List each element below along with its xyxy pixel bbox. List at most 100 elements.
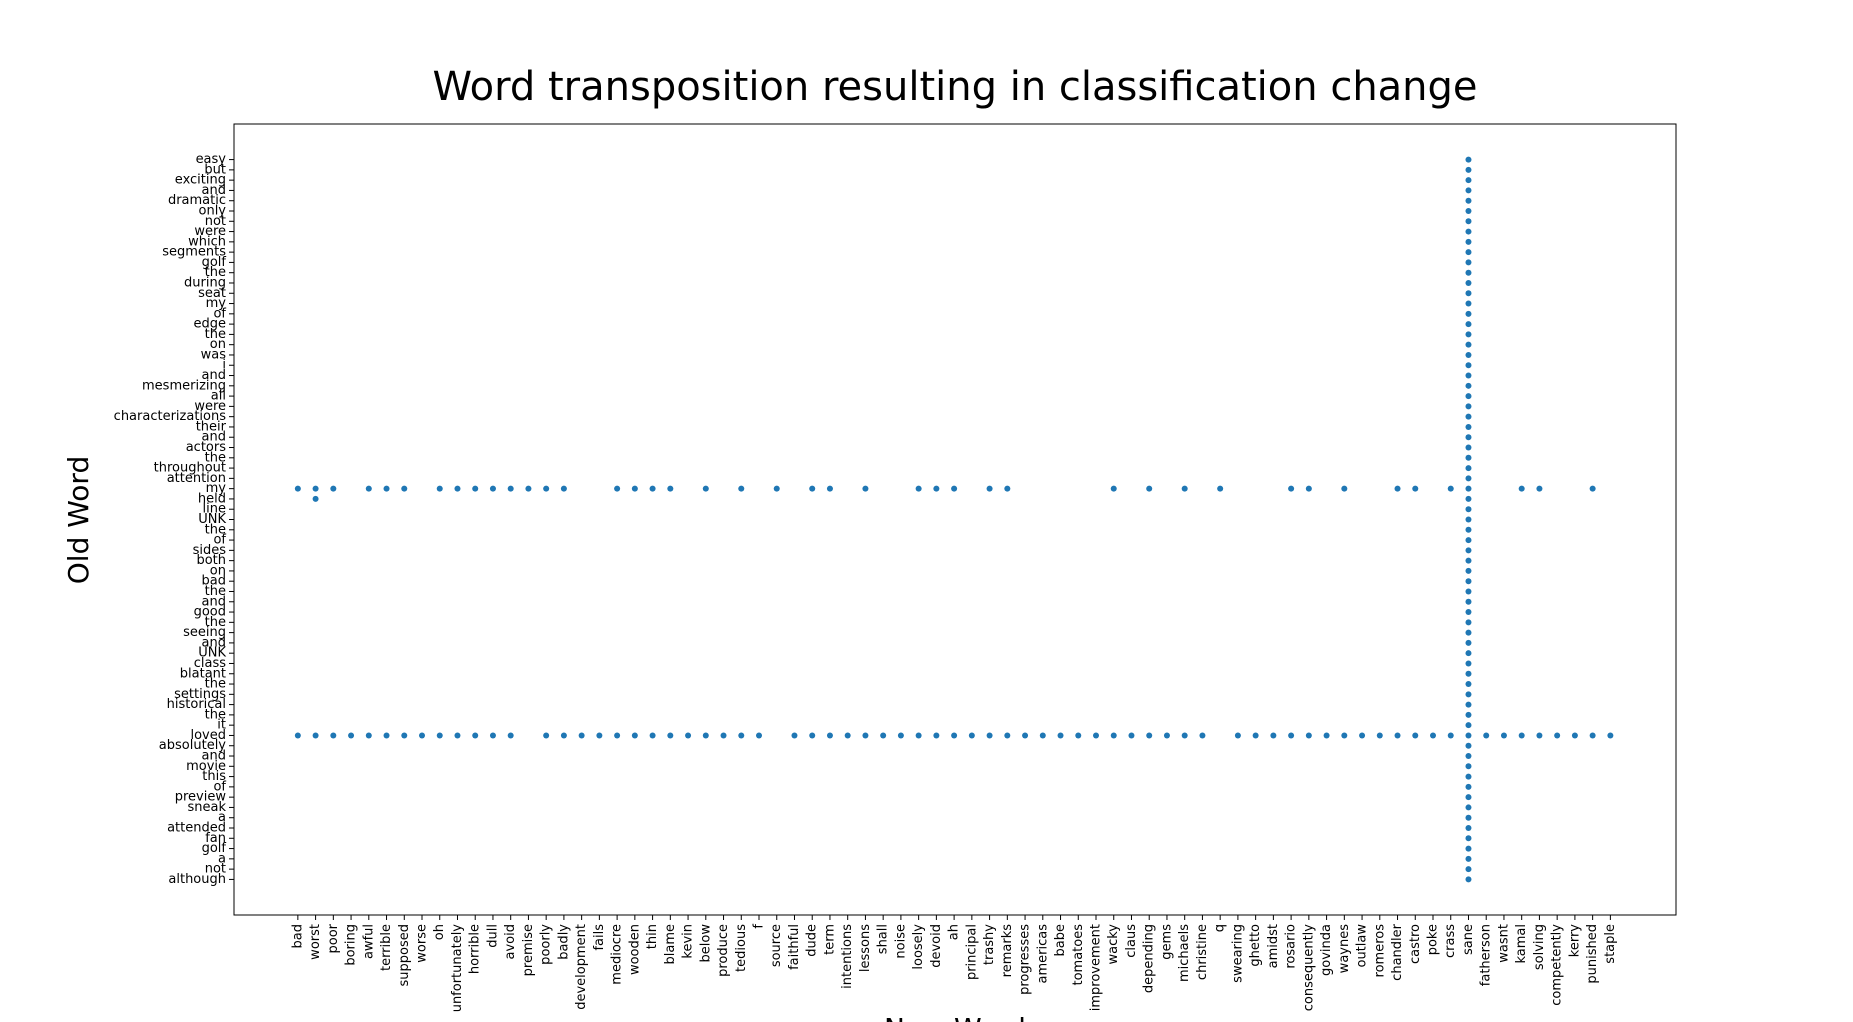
x-tick-label: americas <box>1035 924 1050 984</box>
y-tick-label: class <box>194 656 226 671</box>
point <box>1465 372 1472 379</box>
point <box>614 732 621 739</box>
point <box>1430 732 1437 739</box>
y-tick-label: throughout <box>154 461 226 476</box>
point <box>294 485 301 492</box>
y-tick-label: this <box>202 769 226 784</box>
point <box>1004 732 1011 739</box>
point <box>401 732 408 739</box>
point <box>1465 321 1472 328</box>
x-tick-label: romeros <box>1372 924 1387 978</box>
point <box>1465 290 1472 297</box>
point <box>1465 835 1472 842</box>
x-tick-label: punished <box>1585 924 1600 984</box>
point <box>1412 485 1419 492</box>
x-tick-label: shall <box>876 924 891 954</box>
point <box>1305 732 1312 739</box>
x-tick-label: premise <box>521 924 536 976</box>
point <box>383 732 390 739</box>
point <box>348 732 355 739</box>
point <box>1323 732 1330 739</box>
point <box>1465 434 1472 441</box>
x-tick-label: mediocre <box>610 924 625 985</box>
point <box>1465 444 1472 451</box>
point <box>419 732 426 739</box>
point <box>1181 732 1188 739</box>
y-tick-label: of <box>213 779 226 794</box>
point <box>1465 187 1472 194</box>
point <box>1181 485 1188 492</box>
y-tick-label: although <box>168 872 226 887</box>
point <box>968 732 975 739</box>
point <box>1465 660 1472 667</box>
point <box>1465 331 1472 338</box>
point <box>454 485 461 492</box>
x-tick-label: swearing <box>1230 924 1245 983</box>
point <box>1252 732 1259 739</box>
point <box>1110 485 1117 492</box>
point <box>1465 619 1472 626</box>
point <box>667 732 674 739</box>
point <box>1465 238 1472 245</box>
point <box>330 732 337 739</box>
point <box>1465 207 1472 214</box>
y-tick-label: the <box>205 677 226 692</box>
point <box>1483 732 1490 739</box>
point <box>951 485 958 492</box>
point <box>312 485 319 492</box>
y-tick-label: seat <box>198 286 226 301</box>
x-axis-label: New Word <box>884 1012 1026 1022</box>
y-tick-label: of <box>213 533 226 548</box>
point <box>507 732 514 739</box>
point <box>472 732 479 739</box>
x-tick-label: source <box>769 924 784 967</box>
point <box>1465 393 1472 400</box>
x-tick-label: staple <box>1603 924 1618 964</box>
y-tick-label: were <box>194 224 226 239</box>
y-tick-label: not <box>205 214 226 229</box>
point <box>1465 495 1472 502</box>
y-tick-label: easy <box>196 152 227 167</box>
x-tick-label: chandler <box>1390 923 1405 980</box>
y-tick-label: blatant <box>180 666 226 681</box>
y-tick-label: good <box>194 605 226 620</box>
point <box>1465 506 1472 513</box>
point <box>1571 732 1578 739</box>
point <box>1465 156 1472 163</box>
y-tick-label: segments <box>162 245 226 260</box>
point <box>1465 578 1472 585</box>
point <box>1465 382 1472 389</box>
x-tick-label: wooden <box>627 924 642 975</box>
point <box>1465 567 1472 574</box>
x-tick-label: michaels <box>1177 924 1192 982</box>
point <box>897 732 904 739</box>
point <box>986 485 993 492</box>
point <box>507 485 514 492</box>
x-tick-label: trashy <box>982 924 997 965</box>
point <box>880 732 887 739</box>
point <box>1465 465 1472 472</box>
x-tick-label: devoid <box>929 924 944 968</box>
point <box>1465 362 1472 369</box>
x-tick-label: depending <box>1142 924 1157 993</box>
y-tick-label: line <box>203 502 226 517</box>
x-tick-label: tedious <box>734 924 749 972</box>
point <box>1004 485 1011 492</box>
y-tick-label: all <box>211 389 226 404</box>
x-tick-label: worst <box>308 924 323 960</box>
x-tick-label: kamal <box>1514 924 1529 964</box>
x-tick-label: intentions <box>840 924 855 989</box>
point <box>1146 732 1153 739</box>
point <box>862 732 869 739</box>
point <box>951 732 958 739</box>
point <box>1465 639 1472 646</box>
x-tick-label: gems <box>1159 924 1174 960</box>
y-tick-label: attended <box>167 821 226 836</box>
y-tick-label: held <box>198 491 226 506</box>
point <box>489 485 496 492</box>
point <box>454 732 461 739</box>
y-tick-label: and <box>202 183 226 198</box>
point <box>667 485 674 492</box>
point <box>1465 197 1472 204</box>
y-tick-label: golf <box>202 255 227 270</box>
